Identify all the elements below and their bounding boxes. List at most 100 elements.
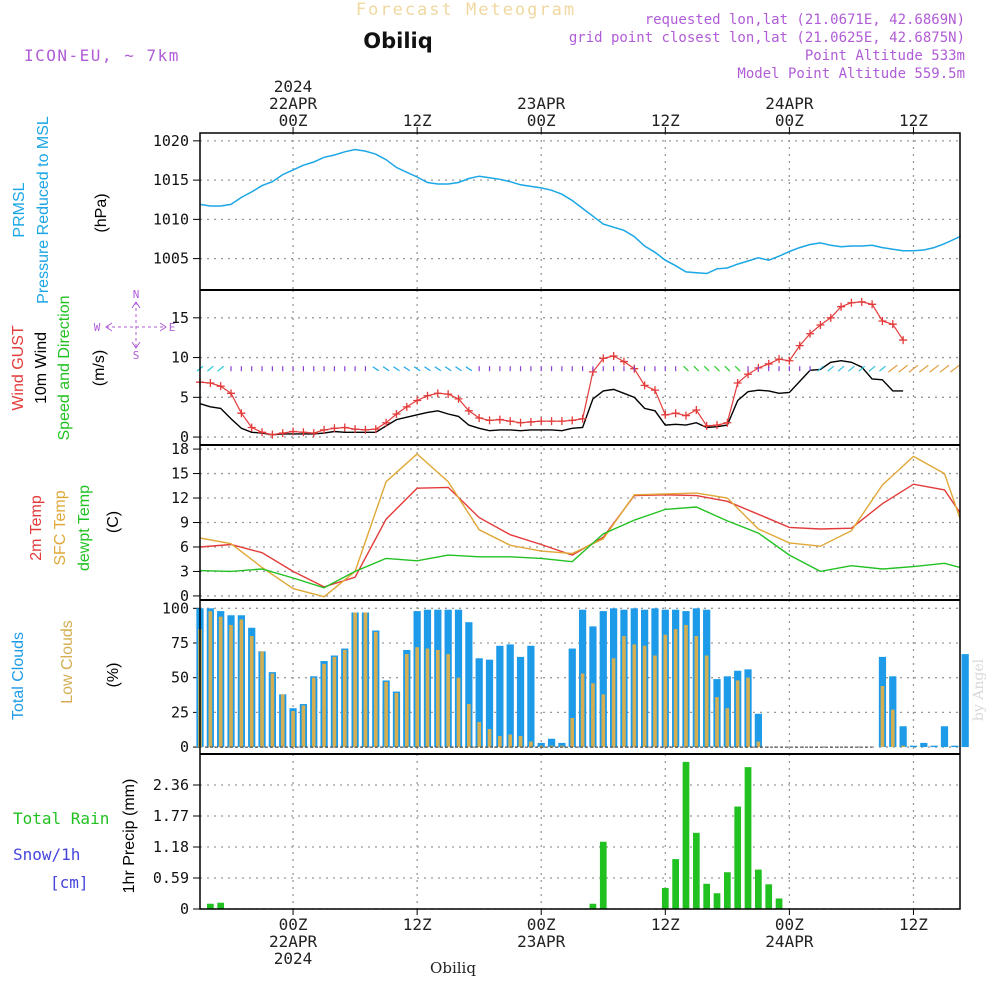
total-clouds-bar [496,645,504,748]
rain-bar [672,859,680,909]
low-clouds-bar [446,654,450,748]
rain-bar [765,884,773,909]
wind-gust-point [454,394,463,403]
low-clouds-bar [425,648,430,748]
prmsl-label: PRMSL [11,182,28,237]
wind-direction-arrow [372,366,380,372]
wind-direction-arrow [693,365,700,372]
wind-direction-arrow [868,365,876,372]
low-clouds-bar [477,722,481,748]
rain-bar [703,883,711,909]
top-time-label: 00Z [279,111,308,130]
wind-gust-point [216,382,225,391]
pressure-description: Pressure Reduced to MSL [35,116,52,304]
bottom-time-label: 12Z [899,915,928,934]
wind-gust-point [475,413,484,422]
clouds-ytick-label: 50 [171,669,189,687]
wind-direction-arrow [403,366,411,372]
low-clouds-label: Low Clouds [59,620,76,704]
low-clouds-bar [498,735,502,748]
low-clouds-bar [549,745,554,748]
wind-direction-arrow [734,365,741,372]
low-clouds-bar [404,654,409,748]
precip-ytick-label: 0 [180,900,189,918]
wind-gust-point [206,379,215,387]
wind-gust-point [413,396,422,405]
wind-gust-point [423,391,432,400]
temperature-ytick-label: 15 [171,465,189,483]
wind-gust-point [692,406,701,415]
wind-direction-arrow [817,365,824,372]
chart-panels: 1005101010151020051015036912151802550751… [153,127,969,918]
location-name: Obiliq [363,29,433,53]
low-clouds-bar [611,658,616,748]
top-time-label: 12Z [403,111,432,130]
low-clouds-bar [715,697,719,748]
gridpoint-coords: grid point closest lon,lat (21.0625E, 42… [569,30,965,46]
wind-gust-point [857,297,866,306]
low-clouds-bar [363,612,368,748]
low-clouds-bar [746,677,750,748]
wind-direction-arrow [887,364,898,373]
wind-gust-point [888,320,897,329]
low-clouds-bar [591,683,595,748]
wind-direction-arrow [949,364,960,373]
wind-gust-point [464,406,473,415]
low-clouds-bar [218,616,223,748]
wind-direction-label: Speed and Direction [56,296,73,441]
low-clouds-bar [880,686,885,748]
total-clouds-label: Total Clouds [10,632,27,720]
low-clouds-bar [467,704,471,748]
wind-direction-arrow [703,365,710,372]
clouds-ytick-label: 75 [171,634,189,652]
precip-ytick-label: 1.77 [153,807,189,825]
total-clouds-bar [558,742,566,748]
wind-gust-point [816,320,825,329]
chart-title: Forecast Meteogram [356,0,576,20]
low-clouds-bar [322,663,326,748]
wind-direction-arrow [217,365,225,372]
rain-bar [713,893,721,909]
low-clouds-bar [756,741,761,748]
wind-gust-point [899,336,908,345]
low-clouds-bar [384,681,388,748]
pressure-ytick-label: 1020 [153,132,189,150]
bottom-time-label: 23APR [517,932,566,951]
temperature-ytick-label: 9 [180,514,189,532]
total-clouds-bar [568,648,576,748]
wind-direction-arrow [848,365,855,372]
clouds-unit: (%) [105,663,122,688]
wind-gust-point [299,428,308,437]
temperature-ytick-label: 6 [180,538,189,556]
wind-gust-point [526,417,535,426]
cloud-labels: Total Clouds Low Clouds (%) [10,620,122,720]
top-time-label: 23APR [517,94,566,113]
temperature-ytick-label: 18 [171,440,189,458]
wind-gust-point [258,428,267,437]
wind-direction-arrow [434,366,442,372]
low-clouds-bar [436,649,440,748]
bottom-time-label: 22APR [269,932,318,951]
bottom-time-label: 12Z [403,915,432,934]
wind-gust-point [547,417,556,426]
precip-labels: Total Rain Snow/1h [cm] 1hr Precip (mm) [13,779,138,894]
low-clouds-bar [622,636,626,748]
low-clouds-bar [560,745,564,748]
wind-gust-point [309,429,318,438]
total-clouds-bar [475,658,483,748]
clouds-panel: 0 25 50 75 100 [162,599,969,756]
wind-direction-arrow [413,366,421,372]
wind-gust-point [609,351,618,360]
wind-gust-point [868,300,877,309]
bottom-time-label: 24APR [765,932,814,951]
wind-direction-arrow [393,366,400,372]
total-clouds-bar [516,656,525,748]
wind-unit: (m/s) [91,350,108,386]
wind-gust-point [433,389,442,398]
bottom-time-label: 00Z [527,915,556,934]
wind-gust-point [444,390,453,399]
pressure-ytick-label: 1015 [153,171,189,189]
wind-gust-point [392,410,401,418]
low-clouds-bar [539,745,544,748]
total-clouds-bar [899,726,907,748]
